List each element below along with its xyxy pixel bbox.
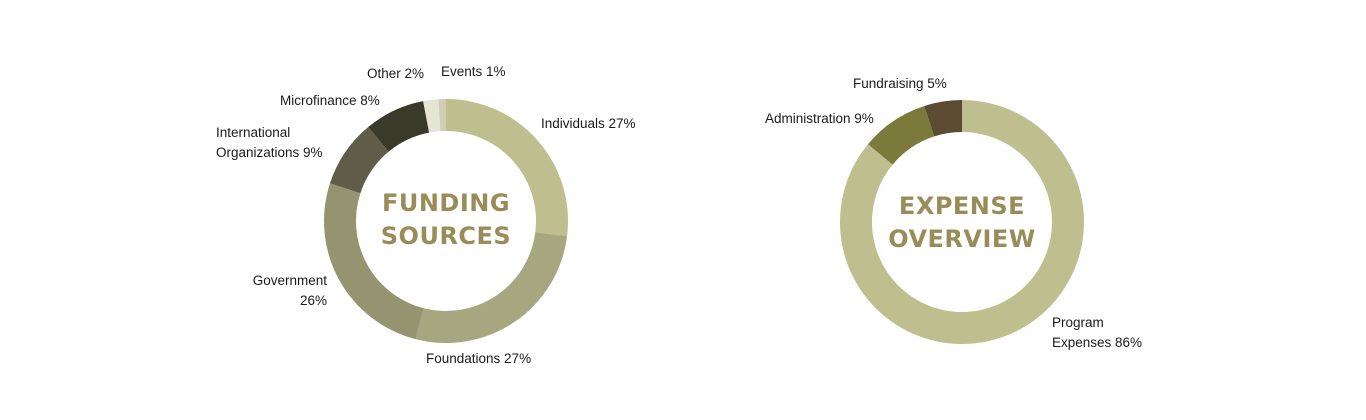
label-international-organizations: International Organizations 9%: [216, 125, 323, 160]
label-government: Government 26%: [253, 273, 328, 308]
funding-title-line-2: SOURCES: [381, 222, 511, 250]
label-line: Microfinance 8%: [280, 93, 380, 108]
label-line: Expenses 86%: [1052, 335, 1142, 350]
slice-international-organizations: [329, 126, 389, 194]
label-line: 26%: [300, 293, 327, 308]
label-line: Other 2%: [367, 66, 424, 81]
slice-events: [438, 99, 446, 132]
slice-microfinance: [368, 101, 430, 152]
label-foundations: Foundations 27%: [426, 351, 531, 366]
funding-title-line-1: FUNDING: [382, 189, 510, 217]
slice-administration: [867, 105, 935, 165]
label-fundraising: Fundraising 5%: [853, 76, 947, 91]
expense-title-line-1: EXPENSE: [899, 192, 1025, 220]
slice-government: [323, 183, 424, 340]
label-line: International: [216, 125, 290, 140]
label-administration: Administration 9%: [765, 111, 874, 126]
label-line: Events 1%: [441, 64, 506, 79]
label-individuals: Individuals 27%: [541, 116, 636, 131]
label-line: Foundations 27%: [426, 351, 531, 366]
label-line: Government: [253, 273, 328, 288]
label-microfinance: Microfinance 8%: [280, 93, 380, 108]
slice-fundraising: [924, 100, 962, 137]
label-events: Events 1%: [441, 64, 506, 79]
slice-foundations: [415, 232, 568, 343]
expense-title-line-2: OVERVIEW: [888, 225, 1036, 253]
label-line: Individuals 27%: [541, 116, 636, 131]
label-other: Other 2%: [367, 66, 424, 81]
slice-individuals: [446, 99, 568, 237]
slice-other: [423, 99, 441, 133]
funding-sources-donut: FUNDING SOURCES Individuals 27% Foundatio…: [216, 64, 636, 366]
label-line: Fundraising 5%: [853, 76, 947, 91]
label-line: Organizations 9%: [216, 145, 323, 160]
label-program-expenses: Program Expenses 86%: [1052, 315, 1142, 350]
label-line: Program: [1052, 315, 1104, 330]
label-line: Administration 9%: [765, 111, 874, 126]
expense-overview-donut: EXPENSE OVERVIEW Program Expenses 86% Admi…: [765, 76, 1142, 350]
